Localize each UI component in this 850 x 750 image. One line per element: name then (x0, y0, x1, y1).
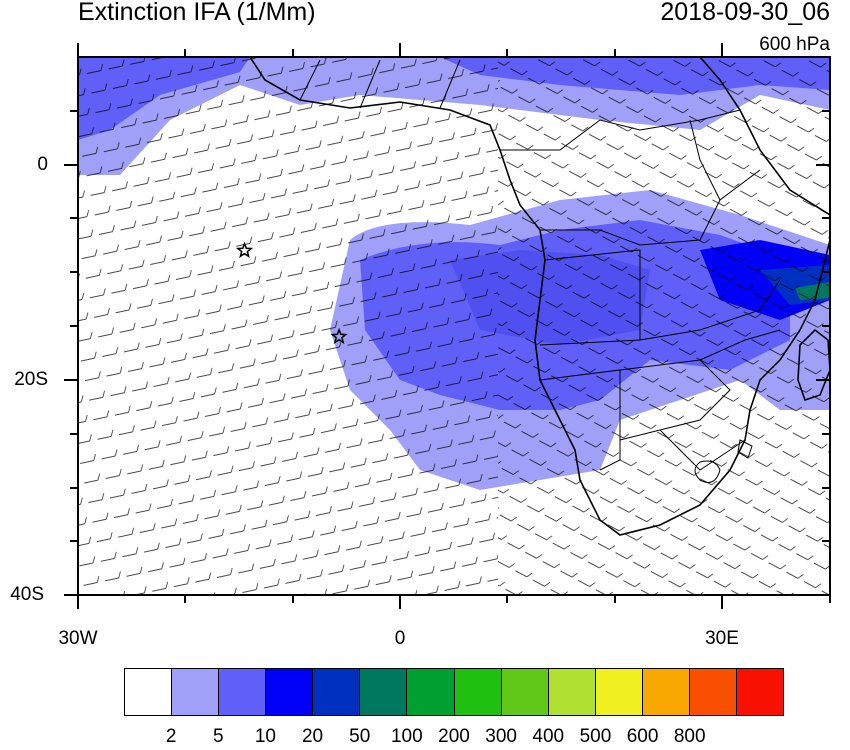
colorbar-swatch-8 (501, 669, 549, 715)
y-tick-label-20s: 20S (14, 369, 48, 390)
y-tick-label-40s: 40S (10, 584, 44, 605)
star-marker-1 (330, 327, 348, 345)
axis-ticks (64, 43, 831, 609)
colorbar-swatch-3 (266, 669, 314, 715)
x-tick-label-30e: 30E (705, 628, 739, 649)
colorbar-label: 5 (212, 726, 224, 747)
x-tick-label-0: 0 (394, 628, 406, 649)
colorbar (124, 668, 784, 716)
colorbar-label: 200 (438, 726, 470, 747)
colorbar-swatch-4 (313, 669, 361, 715)
colorbar-label: 600 (626, 726, 659, 747)
site-markers (235, 241, 348, 345)
colorbar-swatch-7 (454, 669, 502, 715)
colorbar-swatch-2 (219, 669, 267, 715)
map-title: Extinction IFA (1/Mm) (78, 0, 316, 26)
y-tick-label-0: 0 (37, 154, 48, 175)
colorbar-swatch-9 (548, 669, 596, 715)
colorbar-label: 400 (532, 726, 565, 747)
colorbar-swatch-6 (407, 669, 455, 715)
colorbar-swatch-12 (689, 669, 738, 715)
colorbar-label: 50 (349, 726, 371, 747)
star-marker-0 (235, 241, 254, 258)
valid-datetime: 2018-09-30_06 (660, 0, 830, 26)
colorbar-label: 2 (165, 726, 177, 747)
colorbar-label: 20 (301, 726, 324, 747)
colorbar-label: 800 (673, 726, 706, 747)
colorbar-label: 500 (579, 726, 612, 747)
colorbar-swatch-1 (172, 669, 220, 715)
x-tick-label-30w: 30W (58, 628, 98, 649)
colorbar-swatch-11 (642, 669, 690, 715)
colorbar-label: 300 (485, 726, 517, 747)
colorbar-swatch-5 (360, 669, 408, 715)
colorbar-label: 100 (390, 726, 423, 747)
colorbar-labels: 2 5 10 20 50 100 200 300 400 500 600 800 (124, 726, 784, 748)
wind-barbs-east (498, 57, 830, 595)
colorbar-swatch-0 (125, 669, 173, 715)
pressure-level: 600 hPa (759, 34, 830, 55)
wind-barbs-west (78, 57, 498, 595)
colorbar-swatch-10 (595, 669, 643, 715)
colorbar-label: 10 (254, 726, 276, 747)
colorbar-swatch-13 (737, 669, 784, 715)
